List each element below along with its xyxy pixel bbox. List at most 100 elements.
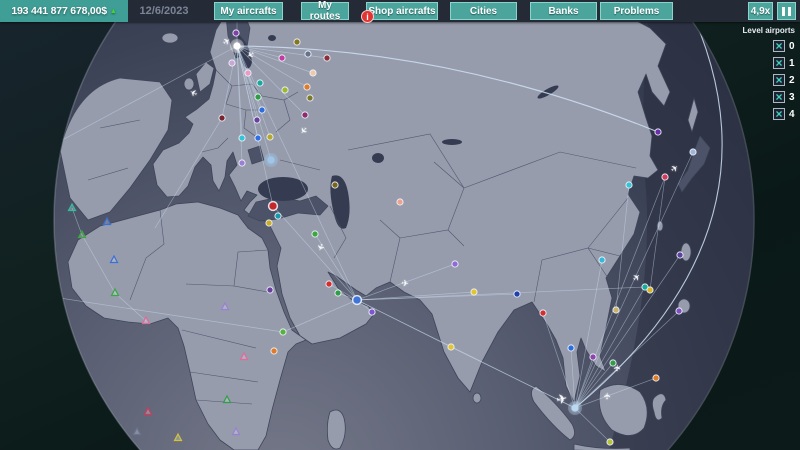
airport-marker[interactable]	[110, 287, 120, 297]
airport-marker[interactable]	[132, 426, 142, 436]
checkbox-level-1[interactable]: ×	[773, 57, 785, 69]
checkbox-level-3[interactable]: ×	[773, 91, 785, 103]
airport-marker[interactable]	[281, 86, 289, 94]
airport-marker[interactable]	[323, 54, 331, 62]
flight-route[interactable]	[20, 291, 284, 333]
airport-marker[interactable]	[238, 159, 246, 167]
airport-marker[interactable]	[270, 347, 278, 355]
flight-route[interactable]	[236, 45, 314, 74]
airport-marker[interactable]	[244, 69, 252, 77]
airport-marker[interactable]	[309, 69, 317, 77]
flight-route[interactable]	[236, 45, 328, 59]
flight-route[interactable]	[236, 45, 284, 59]
airport-marker[interactable]	[539, 309, 547, 317]
checkbox-level-2[interactable]: ×	[773, 74, 785, 86]
airport-marker[interactable]	[222, 394, 232, 404]
airport-marker[interactable]	[256, 79, 264, 87]
flight-route[interactable]	[81, 234, 116, 294]
flight-route[interactable]	[574, 176, 666, 409]
flight-route[interactable]	[236, 45, 308, 88]
airport-marker[interactable]	[606, 438, 614, 446]
airport-marker[interactable]	[513, 290, 521, 298]
flight-route[interactable]	[236, 45, 659, 133]
airport-marker[interactable]	[274, 212, 282, 220]
airport-marker[interactable]	[173, 432, 183, 442]
airport-marker[interactable]	[646, 286, 654, 294]
airport-marker[interactable]	[258, 106, 266, 114]
airport-marker[interactable]	[325, 280, 333, 288]
airport-marker[interactable]	[267, 200, 279, 212]
airport-marker[interactable]	[447, 343, 455, 351]
button-cities[interactable]: Cities	[450, 2, 517, 20]
airport-marker[interactable]	[265, 219, 273, 227]
button-shop-aircrafts[interactable]: Shop aircrafts	[366, 2, 438, 20]
airport-marker[interactable]	[141, 315, 151, 325]
flight-route[interactable]	[356, 286, 646, 301]
flight-route[interactable]	[356, 293, 518, 301]
flight-route[interactable]	[574, 151, 694, 409]
button-my-routes[interactable]: My routes	[301, 0, 349, 22]
airport-marker[interactable]	[218, 114, 226, 122]
airport-marker[interactable]	[303, 83, 311, 91]
airport-marker[interactable]	[239, 351, 249, 361]
plane-icon[interactable]: ✈	[188, 86, 199, 98]
airport-marker[interactable]	[254, 93, 262, 101]
flight-route[interactable]	[236, 45, 259, 139]
plane-icon[interactable]: ✈	[244, 48, 256, 61]
checkbox-level-4[interactable]: ×	[773, 108, 785, 120]
airport-marker[interactable]	[238, 134, 246, 142]
flight-route[interactable]	[236, 45, 243, 139]
airport-marker[interactable]	[451, 260, 459, 268]
flight-route[interactable]	[154, 117, 223, 229]
flight-route[interactable]	[236, 45, 243, 164]
airport-marker[interactable]	[334, 289, 342, 297]
flight-route[interactable]	[236, 45, 258, 121]
plane-icon[interactable]: ✈	[612, 363, 623, 372]
flight-route[interactable]	[574, 407, 611, 443]
flight-route[interactable]	[328, 283, 358, 301]
flight-route[interactable]	[71, 207, 83, 236]
airport-marker[interactable]	[306, 94, 314, 102]
flight-route[interactable]	[574, 259, 603, 409]
flight-route[interactable]	[574, 362, 614, 409]
flight-route[interactable]	[649, 176, 666, 291]
airport-marker[interactable]	[625, 181, 633, 189]
airport-marker[interactable]	[304, 50, 312, 58]
flight-route[interactable]	[314, 233, 358, 301]
airport-marker[interactable]	[278, 54, 286, 62]
button-banks[interactable]: Banks	[530, 2, 597, 20]
button-problems[interactable]: Problems	[600, 2, 673, 20]
airport-marker[interactable]	[254, 134, 262, 142]
airport-marker[interactable]	[231, 426, 241, 436]
airport-marker[interactable]	[232, 29, 240, 37]
airport-marker[interactable]	[220, 301, 230, 311]
flight-route[interactable]	[615, 184, 630, 311]
airport-marker[interactable]	[609, 359, 617, 367]
flight-route[interactable]	[574, 0, 723, 409]
airport-marker[interactable]	[331, 181, 339, 189]
airport-marker[interactable]	[77, 229, 87, 239]
flight-route[interactable]	[236, 45, 271, 138]
airport-marker[interactable]	[612, 306, 620, 314]
airport-marker[interactable]	[293, 38, 301, 46]
airport-marker[interactable]	[598, 256, 606, 264]
hub-airport-marker[interactable]	[230, 39, 244, 53]
airport-marker[interactable]	[67, 202, 77, 212]
airport-marker[interactable]	[589, 353, 597, 361]
airport-marker[interactable]	[109, 254, 119, 264]
notification-badge-icon[interactable]: i	[361, 10, 374, 23]
airport-marker[interactable]	[279, 328, 287, 336]
speed-button[interactable]: 4,9x	[748, 2, 773, 20]
airport-marker[interactable]	[351, 294, 363, 306]
flight-route[interactable]	[236, 45, 274, 207]
airport-marker[interactable]	[676, 251, 684, 259]
flight-route[interactable]	[272, 205, 358, 301]
flight-route[interactable]	[356, 263, 456, 301]
checkbox-level-0[interactable]: ×	[773, 40, 785, 52]
flight-route[interactable]	[542, 312, 576, 409]
airport-marker[interactable]	[652, 374, 660, 382]
pause-button[interactable]	[777, 2, 796, 20]
plane-icon[interactable]: ✈	[314, 242, 326, 253]
flight-route[interactable]	[450, 346, 576, 409]
